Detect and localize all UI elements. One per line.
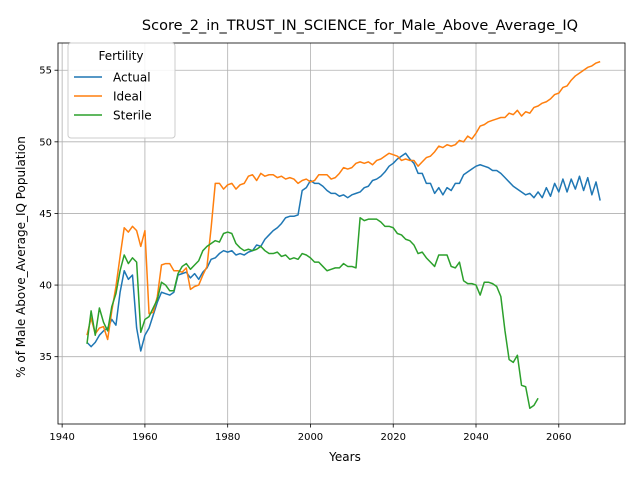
y-tick-label: 35 [39, 352, 52, 363]
x-tick-label: 1980 [215, 432, 240, 443]
plot-area-frame [57, 42, 626, 425]
legend-label-sterile: Sterile [113, 109, 152, 123]
x-tick-label: 2060 [546, 432, 571, 443]
legend-entries: Actual Ideal Sterile [74, 71, 152, 123]
y-axis-ticks: 35 40 45 50 55 [39, 66, 58, 363]
x-axis-label: Years [328, 450, 361, 464]
y-axis-label: % of Male Above_Average_IQ Population [14, 136, 28, 378]
y-tick-label: 40 [39, 281, 52, 292]
legend-title: Fertility [98, 49, 143, 63]
series-lines [86, 60, 601, 409]
x-axis-ticks: 1940 1960 1980 2000 2020 2040 2060 [49, 424, 572, 443]
x-tick-label: 2020 [381, 432, 406, 443]
legend-label-actual: Actual [113, 71, 151, 85]
legend: Fertility Actual Ideal Sterile [67, 42, 176, 139]
x-tick-label: 2040 [463, 432, 488, 443]
y-tick-label: 45 [39, 209, 52, 220]
x-tick-label: 2000 [298, 432, 323, 443]
series-line-actual [86, 152, 601, 352]
x-tick-label: 1960 [132, 432, 157, 443]
y-tick-label: 55 [39, 66, 52, 77]
chart-title: Score_2_in_TRUST_IN_SCIENCE_for_Male_Abo… [142, 18, 578, 34]
x-tick-label: 1940 [49, 432, 74, 443]
series-line-sterile [86, 216, 539, 409]
legend-label-ideal: Ideal [113, 90, 142, 104]
y-tick-label: 50 [39, 137, 52, 148]
series-line-ideal [86, 60, 601, 341]
